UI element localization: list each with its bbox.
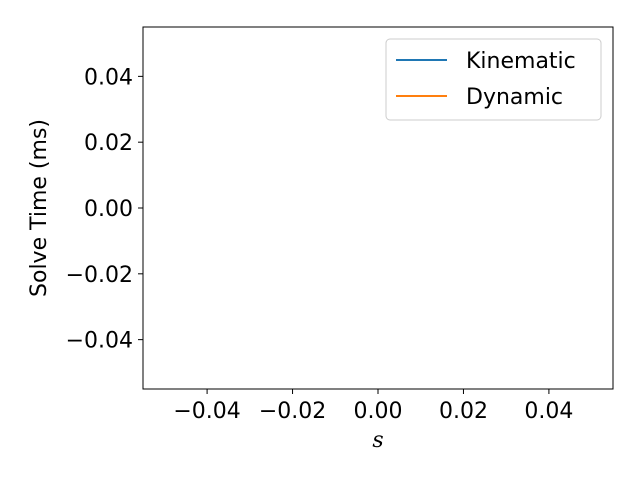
legend: Kinematic Dynamic [385, 38, 602, 121]
y-tick-label: −0.04 [66, 329, 133, 354]
x-tick-label: 0.04 [524, 399, 573, 424]
x-axis-ticks: −0.04 −0.02 0.00 0.02 0.04 [173, 389, 573, 424]
x-tick-label: −0.04 [173, 399, 240, 424]
x-tick-label: 0.00 [354, 399, 403, 424]
x-tick-label: −0.02 [259, 399, 326, 424]
legend-label-kinematic: Kinematic [466, 49, 576, 74]
y-tick-label: 0.00 [84, 197, 133, 222]
y-tick-label: 0.02 [84, 131, 133, 156]
y-tick-label: 0.04 [84, 65, 133, 90]
x-tick-label: 0.02 [439, 399, 488, 424]
x-axis-label: s [372, 428, 383, 453]
y-tick-label: −0.02 [66, 263, 133, 288]
y-axis-ticks: −0.04 −0.02 0.00 0.02 0.04 [66, 65, 143, 354]
y-axis-label: Solve Time (ms) [27, 119, 52, 297]
legend-label-dynamic: Dynamic [466, 85, 563, 110]
